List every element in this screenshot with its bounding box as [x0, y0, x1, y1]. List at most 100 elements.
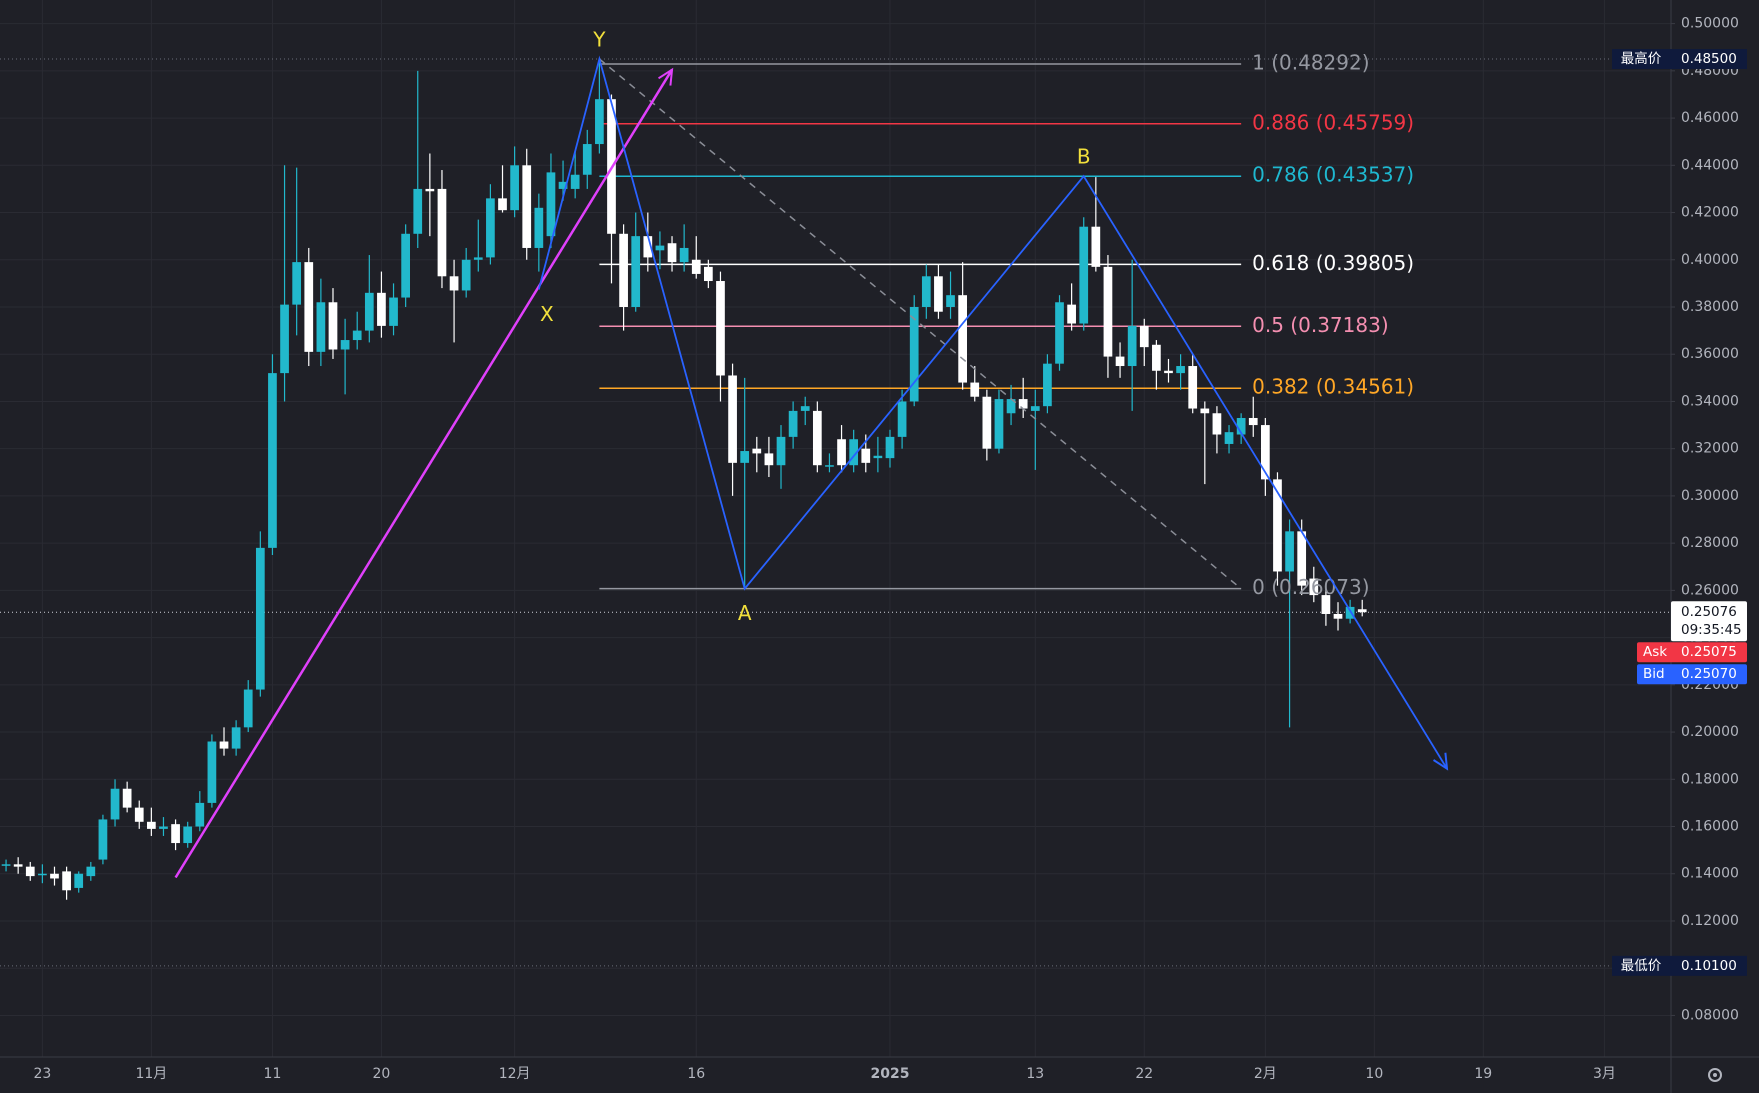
x-tick-label: 23 [33, 1066, 51, 1082]
candle-body [268, 373, 277, 548]
candle-body [897, 401, 907, 437]
x-tick-label: 22 [1135, 1066, 1153, 1082]
trend-arrow [658, 67, 674, 86]
marker-badge [1612, 49, 1671, 70]
candle-body [110, 788, 120, 820]
fib-label: 0.618 (0.39805) [1252, 251, 1414, 275]
marker-label: 最低价 [1621, 958, 1662, 974]
candle-body [958, 295, 968, 383]
candle-body [558, 181, 568, 189]
candle-body [292, 262, 302, 305]
y-tick-label: 0.42000 [1681, 205, 1739, 221]
candle-body [752, 448, 762, 454]
candle-body [1055, 302, 1064, 364]
candle-body [1200, 408, 1210, 414]
candle-body [812, 410, 822, 466]
y-tick-label: 0.20000 [1681, 724, 1739, 740]
candle-body [546, 172, 556, 237]
candle-body [946, 295, 955, 307]
candle-body [1224, 432, 1234, 444]
settings-icon[interactable] [1713, 1073, 1717, 1077]
candle-body [1176, 366, 1185, 374]
diagonal-line [598, 58, 1242, 590]
candle-body [861, 448, 871, 463]
x-tick-label: 2月 [1254, 1066, 1277, 1082]
x-tick-label: 2025 [871, 1066, 910, 1082]
fib-label: 1 (0.48292) [1252, 50, 1369, 74]
candle-body [498, 198, 507, 211]
settings-icon[interactable] [1708, 1068, 1722, 1082]
candle-body [716, 281, 725, 376]
candle-body [461, 259, 471, 291]
marker-badge [1671, 49, 1747, 70]
badges: 最高价 0.48500 最低价 0.10100 0.25076 09:35:45 Ask 0.… [1612, 49, 1747, 976]
marker-value: 0.10100 [1681, 958, 1737, 974]
ask-label: Ask [1643, 644, 1667, 660]
candle-body [401, 233, 411, 298]
y-tick-label: 0.36000 [1681, 346, 1739, 362]
candle-body [377, 292, 386, 326]
candle-body [1091, 226, 1101, 267]
candle-body [1006, 399, 1016, 414]
pattern-label: Y [592, 28, 606, 52]
candle-body [280, 304, 289, 374]
candle-body [800, 406, 810, 411]
candle-body [486, 198, 495, 258]
candle-body [50, 873, 59, 879]
y-tick-label: 0.16000 [1681, 819, 1739, 835]
fib-label: 0.382 (0.34561) [1252, 375, 1414, 399]
candle-body [849, 439, 859, 466]
ask-value: 0.25075 [1681, 644, 1737, 660]
candle-body [13, 864, 23, 867]
candle-body [74, 873, 84, 888]
candle-body [1079, 226, 1089, 324]
y-tick-label: 0.50000 [1681, 16, 1739, 32]
x-tick-label: 11 [264, 1066, 282, 1082]
ask-badge [1637, 642, 1747, 663]
candle-body [449, 276, 459, 291]
candle-body [1127, 325, 1137, 367]
candle-body [38, 873, 47, 876]
candle-body [643, 236, 653, 258]
candle-body [207, 741, 217, 803]
candle-body [1, 864, 11, 866]
y-tick-label: 0.14000 [1681, 866, 1739, 882]
y-tick-label: 0.08000 [1681, 1007, 1739, 1023]
candle-body [667, 243, 677, 263]
candle-body [243, 689, 253, 728]
x-tick-label: 16 [687, 1066, 705, 1082]
x-tick-label: 3月 [1593, 1066, 1616, 1082]
candle-body [740, 451, 750, 463]
candle-body [679, 247, 689, 263]
overlay: 1 (0.48292) 0.886 (0.45759) 0.786 (0.43537… [174, 28, 1449, 879]
candle-body [1103, 266, 1113, 357]
candle-body [340, 340, 350, 350]
candle-body [231, 727, 241, 749]
candle-body [885, 436, 895, 459]
x-tick-label: 11月 [135, 1066, 167, 1082]
candle-body [522, 165, 532, 248]
candle-body [631, 236, 641, 307]
candle-body [328, 302, 338, 350]
candle-body [655, 245, 665, 251]
candle-body [389, 297, 398, 326]
y-tick-label: 0.18000 [1681, 771, 1739, 787]
x-tick-label: 19 [1474, 1066, 1492, 1082]
candle-body [183, 826, 193, 844]
candle-body [510, 165, 519, 211]
settings-icon[interactable] [1708, 1068, 1722, 1082]
countdown: 09:35:45 [1681, 622, 1742, 638]
candle-body [582, 144, 592, 175]
candle-body [413, 188, 423, 234]
candle-body [825, 465, 834, 467]
candle-body [970, 382, 980, 397]
candle-body [994, 399, 1004, 449]
candle-body [1043, 363, 1052, 407]
y-tick-label: 0.26000 [1681, 582, 1739, 598]
candle-body [776, 436, 786, 466]
bid-value: 0.25070 [1681, 666, 1737, 682]
candle-body [921, 276, 931, 307]
candle-body [1152, 344, 1161, 371]
marker-label: 最高价 [1621, 50, 1662, 67]
